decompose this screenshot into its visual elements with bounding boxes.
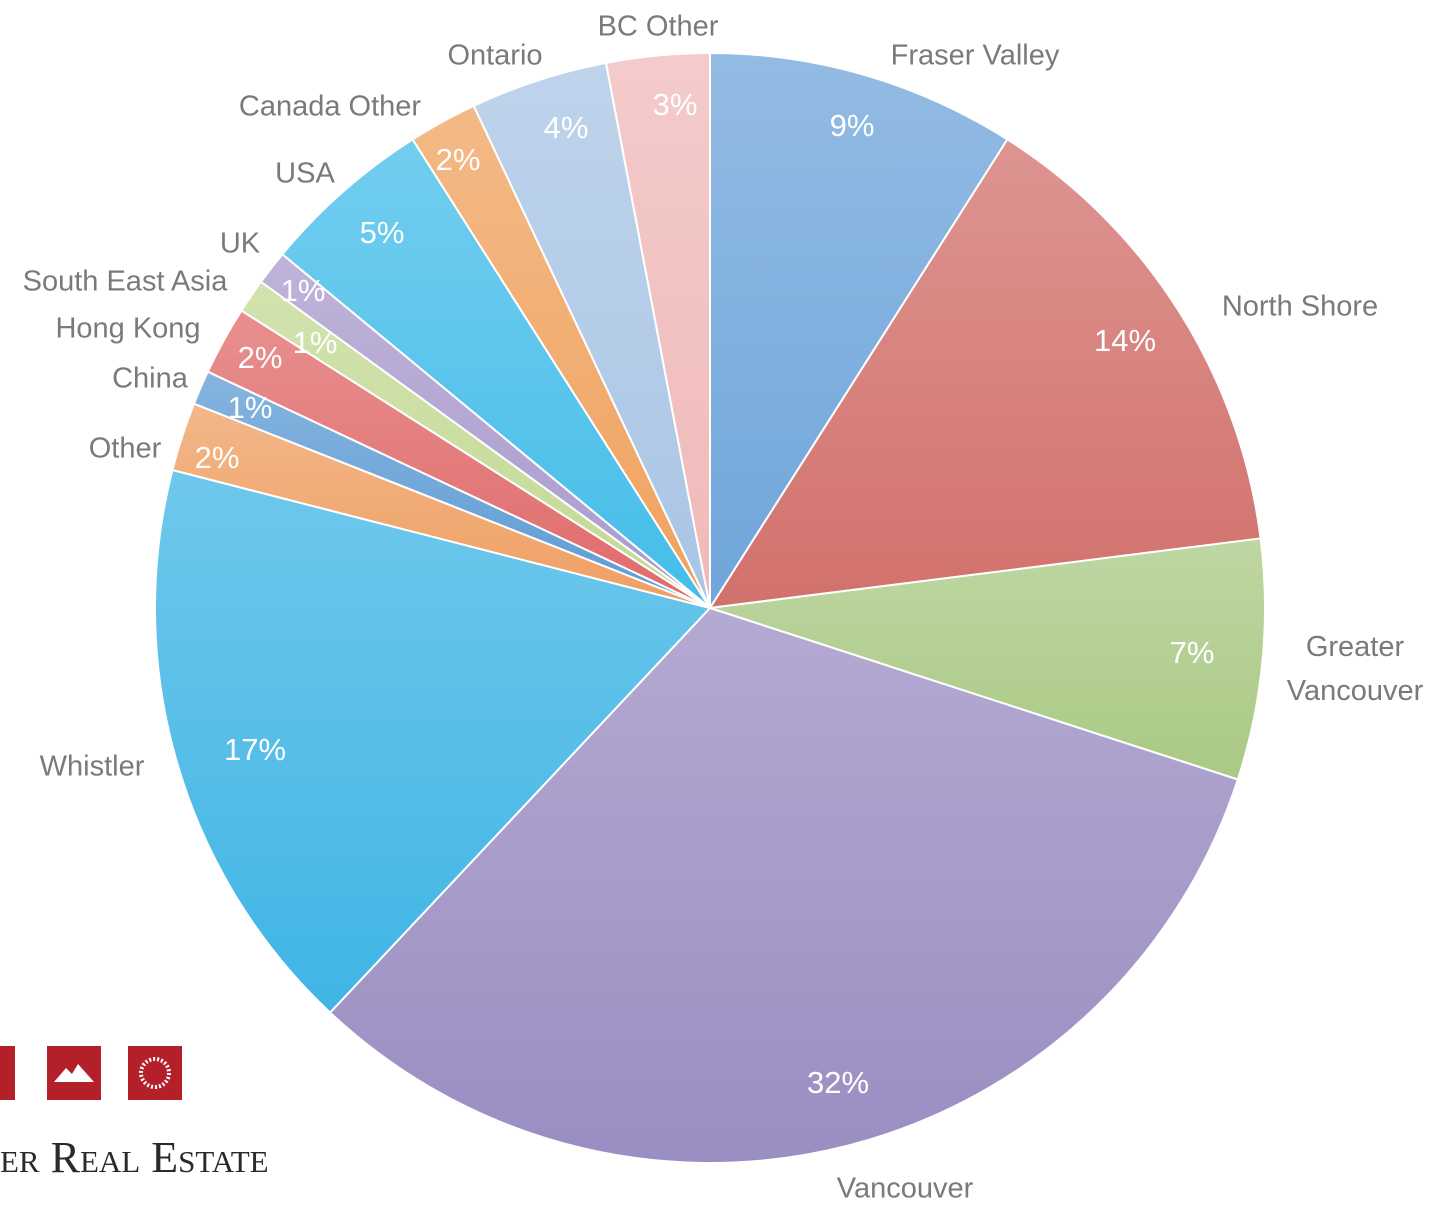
pie <box>154 51 1266 1164</box>
category-label: BC Other <box>598 11 719 43</box>
slice <box>328 606 1240 1164</box>
logo-sun <box>139 1057 171 1089</box>
category-label: Whistler <box>40 751 145 783</box>
value-label: 1% <box>293 325 338 360</box>
slice <box>604 51 711 609</box>
category-label: Hong Kong <box>55 313 200 345</box>
category-label: China <box>112 363 189 395</box>
value-label: 5% <box>360 215 405 250</box>
value-label: 14% <box>1094 323 1156 358</box>
logo-icon <box>0 1046 15 1100</box>
value-label: 17% <box>224 732 286 767</box>
value-label: 3% <box>653 87 698 122</box>
slice <box>708 138 1262 610</box>
slice <box>709 537 1266 781</box>
category-label: Canada Other <box>239 91 422 123</box>
logo-mountain <box>54 1064 94 1082</box>
value-label: 1% <box>281 273 326 308</box>
footer-text: er Real Estate <box>0 1133 269 1182</box>
logo-icon <box>128 1046 182 1100</box>
value-label: 9% <box>830 108 875 143</box>
value-label: 7% <box>1170 635 1215 670</box>
slice <box>154 468 712 1014</box>
category-label: Fraser Valley <box>891 40 1060 72</box>
category-label: Greater Vancouver <box>1287 631 1424 707</box>
value-label: 2% <box>195 440 240 475</box>
value-label: 2% <box>238 340 283 375</box>
value-label: 1% <box>228 390 273 425</box>
category-label: Vancouver <box>837 1173 974 1205</box>
category-label: Other <box>89 433 162 465</box>
slice <box>280 138 711 609</box>
category-label: UK <box>220 228 261 260</box>
category-label: Ontario <box>447 40 542 72</box>
value-label: 4% <box>544 110 589 145</box>
value-label: 2% <box>436 142 481 177</box>
logo: er Real Estate <box>0 1046 269 1182</box>
value-label: 32% <box>807 1065 869 1100</box>
category-label: USA <box>275 158 335 190</box>
slice <box>709 51 1009 612</box>
category-label: South East Asia <box>23 266 229 298</box>
category-label: North Shore <box>1222 291 1378 323</box>
